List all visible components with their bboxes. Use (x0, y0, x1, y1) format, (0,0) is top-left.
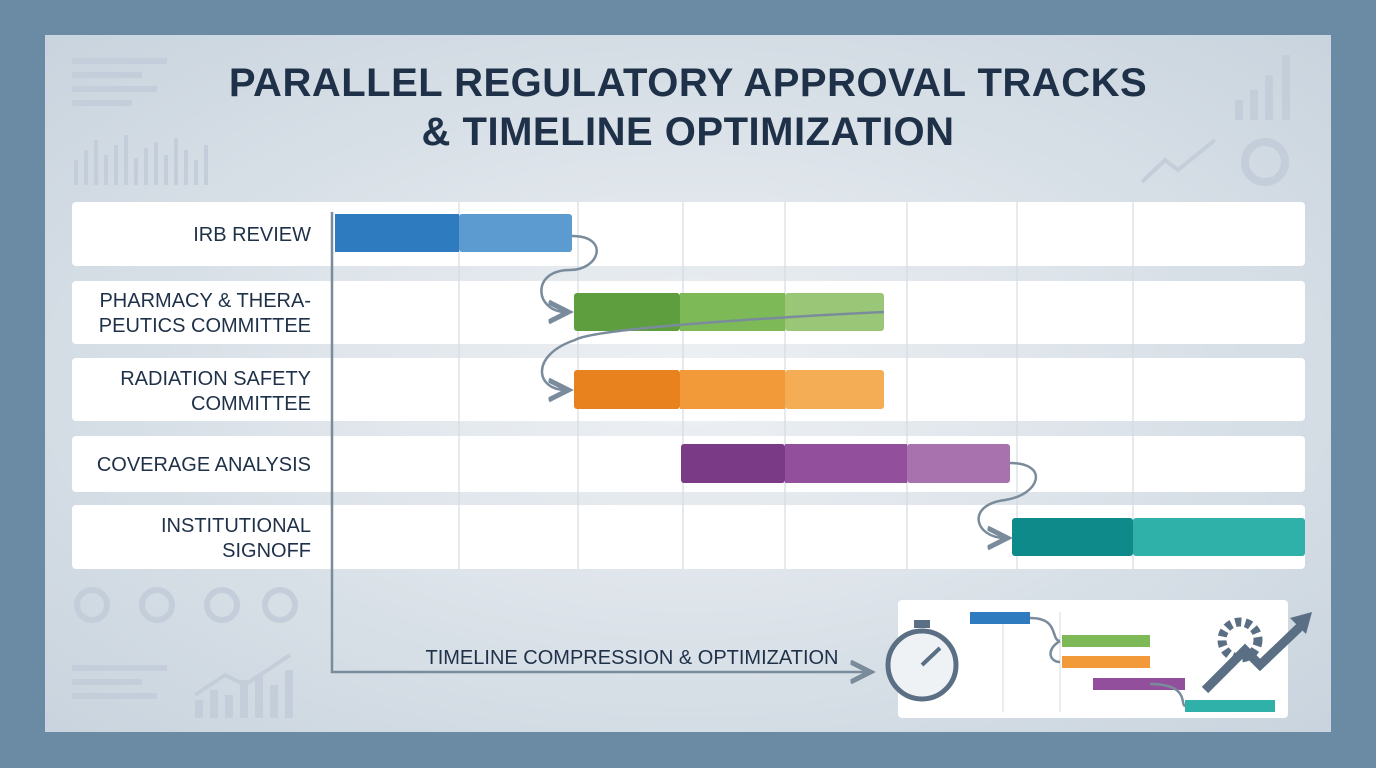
connectors (540, 234, 1038, 538)
axis (330, 212, 868, 672)
track-label: SIGNOFF (222, 540, 311, 562)
track-label: RADIATION SAFETY (120, 368, 311, 390)
track-label: PHARMACY & THERA- (99, 290, 311, 312)
footer-label: TIMELINE COMPRESSION & OPTIMIZATION (426, 647, 839, 669)
bars (335, 214, 1305, 556)
decoration (72, 55, 1290, 718)
title: PARALLEL REGULATORY APPROVAL TRACKS (229, 61, 1147, 105)
track-label: PEUTICS COMMITTEE (99, 315, 311, 337)
title: & TIMELINE OPTIMIZATION (422, 110, 955, 154)
inset (885, 600, 1312, 718)
track-label: IRB REVIEW (193, 224, 311, 246)
track-label: COMMITTEE (191, 393, 311, 415)
track-label: COVERAGE ANALYSIS (97, 454, 311, 476)
track-label: INSTITUTIONAL (161, 515, 311, 537)
